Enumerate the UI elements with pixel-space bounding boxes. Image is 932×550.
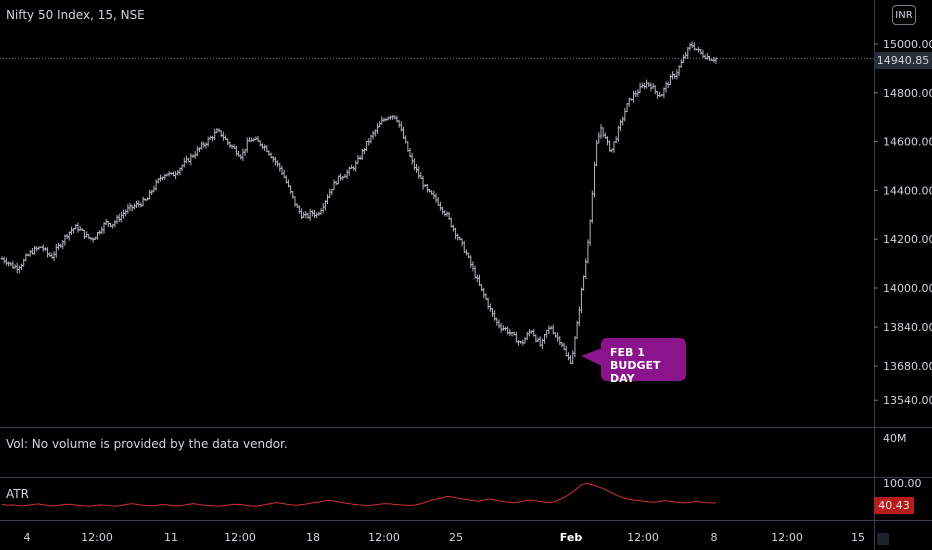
price-tick-label: 13840.00 bbox=[883, 321, 932, 334]
time-tick-label: 12:00 bbox=[224, 531, 256, 544]
volume-message: Vol: No volume is provided by the data v… bbox=[6, 437, 288, 451]
annotation-line-1: FEB 1 bbox=[610, 346, 645, 359]
time-tick-label: 12:00 bbox=[771, 531, 803, 544]
price-tick-label: 13680.00 bbox=[883, 360, 932, 373]
annotation-line-2: BUDGET DAY bbox=[610, 359, 661, 385]
price-tick-label: 14200.00 bbox=[883, 233, 932, 246]
time-tick-label: 12:00 bbox=[81, 531, 113, 544]
price-tick-label: 15000.00 bbox=[883, 38, 932, 51]
time-tick-label: 8 bbox=[711, 531, 718, 544]
last-price-label: 14940.85 bbox=[874, 52, 932, 69]
volume-axis-tick: 40M bbox=[883, 432, 907, 445]
currency-button[interactable]: INR bbox=[892, 5, 916, 25]
atr-indicator-label[interactable]: ATR bbox=[6, 487, 29, 501]
time-tick-label: Feb bbox=[560, 531, 583, 544]
budget-day-annotation[interactable]: FEB 1 BUDGET DAY bbox=[601, 338, 686, 385]
price-tick-label: 14400.00 bbox=[883, 184, 932, 197]
time-tick-label: 4 bbox=[24, 531, 31, 544]
chart-settings-icon[interactable] bbox=[877, 533, 889, 545]
atr-axis-tick: 100.00 bbox=[883, 477, 922, 490]
chart-title: Nifty 50 Index, 15, NSE bbox=[6, 8, 145, 22]
time-tick-label: 25 bbox=[449, 531, 463, 544]
atr-series-line bbox=[1, 482, 716, 507]
time-tick-label: 12:00 bbox=[368, 531, 400, 544]
time-tick-label: 11 bbox=[164, 531, 178, 544]
time-tick-label: 15 bbox=[851, 531, 865, 544]
price-tick-label: 13540.00 bbox=[883, 394, 932, 407]
price-tick-label: 14600.00 bbox=[883, 136, 932, 149]
price-tick-label: 14800.00 bbox=[883, 87, 932, 100]
price-tick-label: 14000.00 bbox=[883, 282, 932, 295]
time-tick-label: 12:00 bbox=[627, 531, 659, 544]
atr-value-label: 40.43 bbox=[874, 497, 914, 514]
annotation-pointer bbox=[581, 348, 602, 366]
time-tick-label: 18 bbox=[306, 531, 320, 544]
